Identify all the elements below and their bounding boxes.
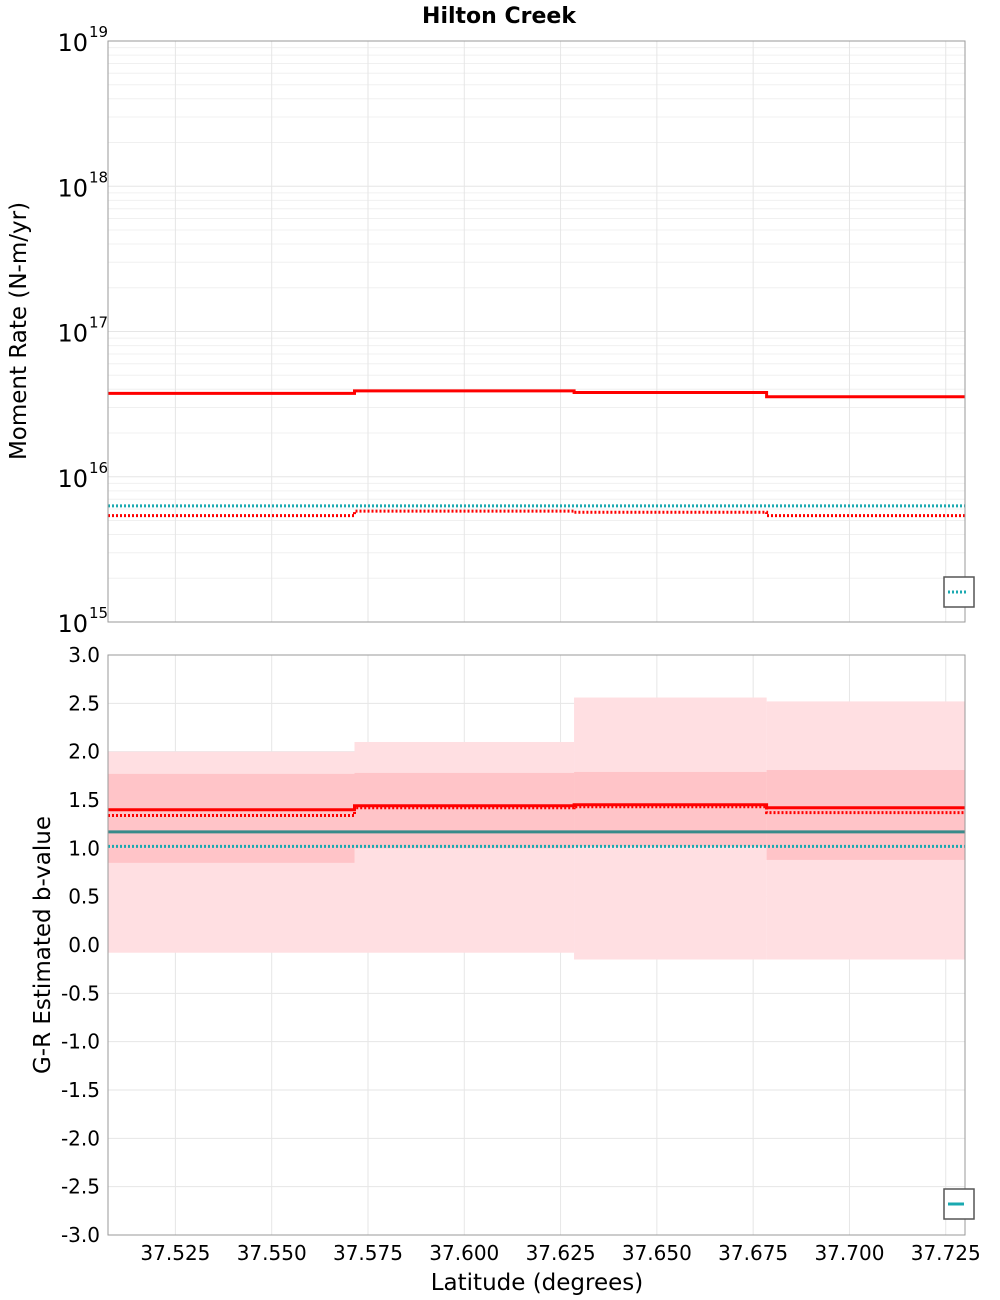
x-axis-label: Latitude (degrees) xyxy=(431,1270,644,1296)
bottom-y-tick-label: 1.5 xyxy=(68,788,100,812)
x-tick-label: 37.550 xyxy=(237,1241,307,1265)
bottom-y-tick-label: -2.0 xyxy=(61,1126,100,1150)
top-y-tick-base: 10 xyxy=(57,174,88,202)
top-legend xyxy=(943,576,975,608)
bottom-band-inner xyxy=(574,771,767,847)
x-ticks: 37.525 37.550 37.575 37.600 37.625 37.650 37.6… xyxy=(140,1241,980,1265)
bottom-y-tick-label: 3.0 xyxy=(68,643,100,667)
bottom-confidence-bands xyxy=(108,697,965,960)
top-plot-frame xyxy=(107,40,966,623)
x-tick-label: 37.575 xyxy=(333,1241,403,1265)
bottom-band-inner xyxy=(108,773,355,863)
bottom-y-tick-label: 0.5 xyxy=(68,885,100,909)
x-tick-label: 37.675 xyxy=(718,1241,788,1265)
bottom-series xyxy=(108,803,965,848)
bottom-y-ticks: 3.0 2.5 2.0 1.5 1.0 0.5 0.0 -0.5 -1.0 -1.5 -2.0 -2.… xyxy=(61,643,100,1247)
x-tick-label: 37.525 xyxy=(140,1241,210,1265)
top-y-tick-exponent: 16 xyxy=(89,459,108,477)
x-tick-label: 37.700 xyxy=(814,1241,884,1265)
bottom-y-tick-label: 2.0 xyxy=(68,740,100,764)
bottom-y-tick-label: 1.0 xyxy=(68,836,100,860)
x-tick-label: 37.600 xyxy=(429,1241,499,1265)
top-series-red-solid xyxy=(108,389,965,399)
bottom-y-tick-label: -2.5 xyxy=(61,1175,100,1199)
top-y-tick-base: 10 xyxy=(57,465,88,493)
bottom-y-tick-label: -1.0 xyxy=(61,1030,100,1054)
x-tick-label: 37.625 xyxy=(526,1241,596,1265)
top-y-tick-exponent: 15 xyxy=(89,604,108,622)
top-series-red-dotted xyxy=(108,509,965,518)
bottom-y-axis-label: G-R Estimated b-value xyxy=(30,816,56,1074)
top-y-tick-exponent: 17 xyxy=(89,314,108,332)
top-y-tick-exponent: 18 xyxy=(89,168,108,186)
b-value-panel: 3.0 2.5 2.0 1.5 1.0 0.5 0.0 -0.5 -1.0 -1.5 -2.0 -2.… xyxy=(30,643,975,1247)
bottom-y-tick-label: -3.0 xyxy=(61,1223,100,1247)
bottom-plot-frame xyxy=(107,654,966,1236)
bottom-band-inner xyxy=(354,772,575,849)
top-y-axis-label: Moment Rate (N-m/yr) xyxy=(6,202,32,460)
x-tick-label: 37.650 xyxy=(622,1241,692,1265)
bottom-y-tick-label: -1.5 xyxy=(61,1078,100,1102)
chart-title: Hilton Creek xyxy=(422,4,577,29)
bottom-y-tick-label: 2.5 xyxy=(68,691,100,715)
bottom-y-tick-label: -0.5 xyxy=(61,981,100,1005)
top-series xyxy=(108,389,965,518)
top-y-tick-base: 10 xyxy=(57,610,88,638)
bottom-y-tick-label: 0.0 xyxy=(68,933,100,957)
bottom-legend xyxy=(943,1188,975,1220)
top-y-tick-exponent: 19 xyxy=(89,23,108,41)
top-grid xyxy=(108,41,965,623)
top-y-tick-base: 10 xyxy=(57,320,88,348)
bottom-series-red-dotted xyxy=(108,805,965,817)
top-y-tick-base: 10 xyxy=(57,29,88,57)
x-tick-label: 37.725 xyxy=(911,1241,981,1265)
